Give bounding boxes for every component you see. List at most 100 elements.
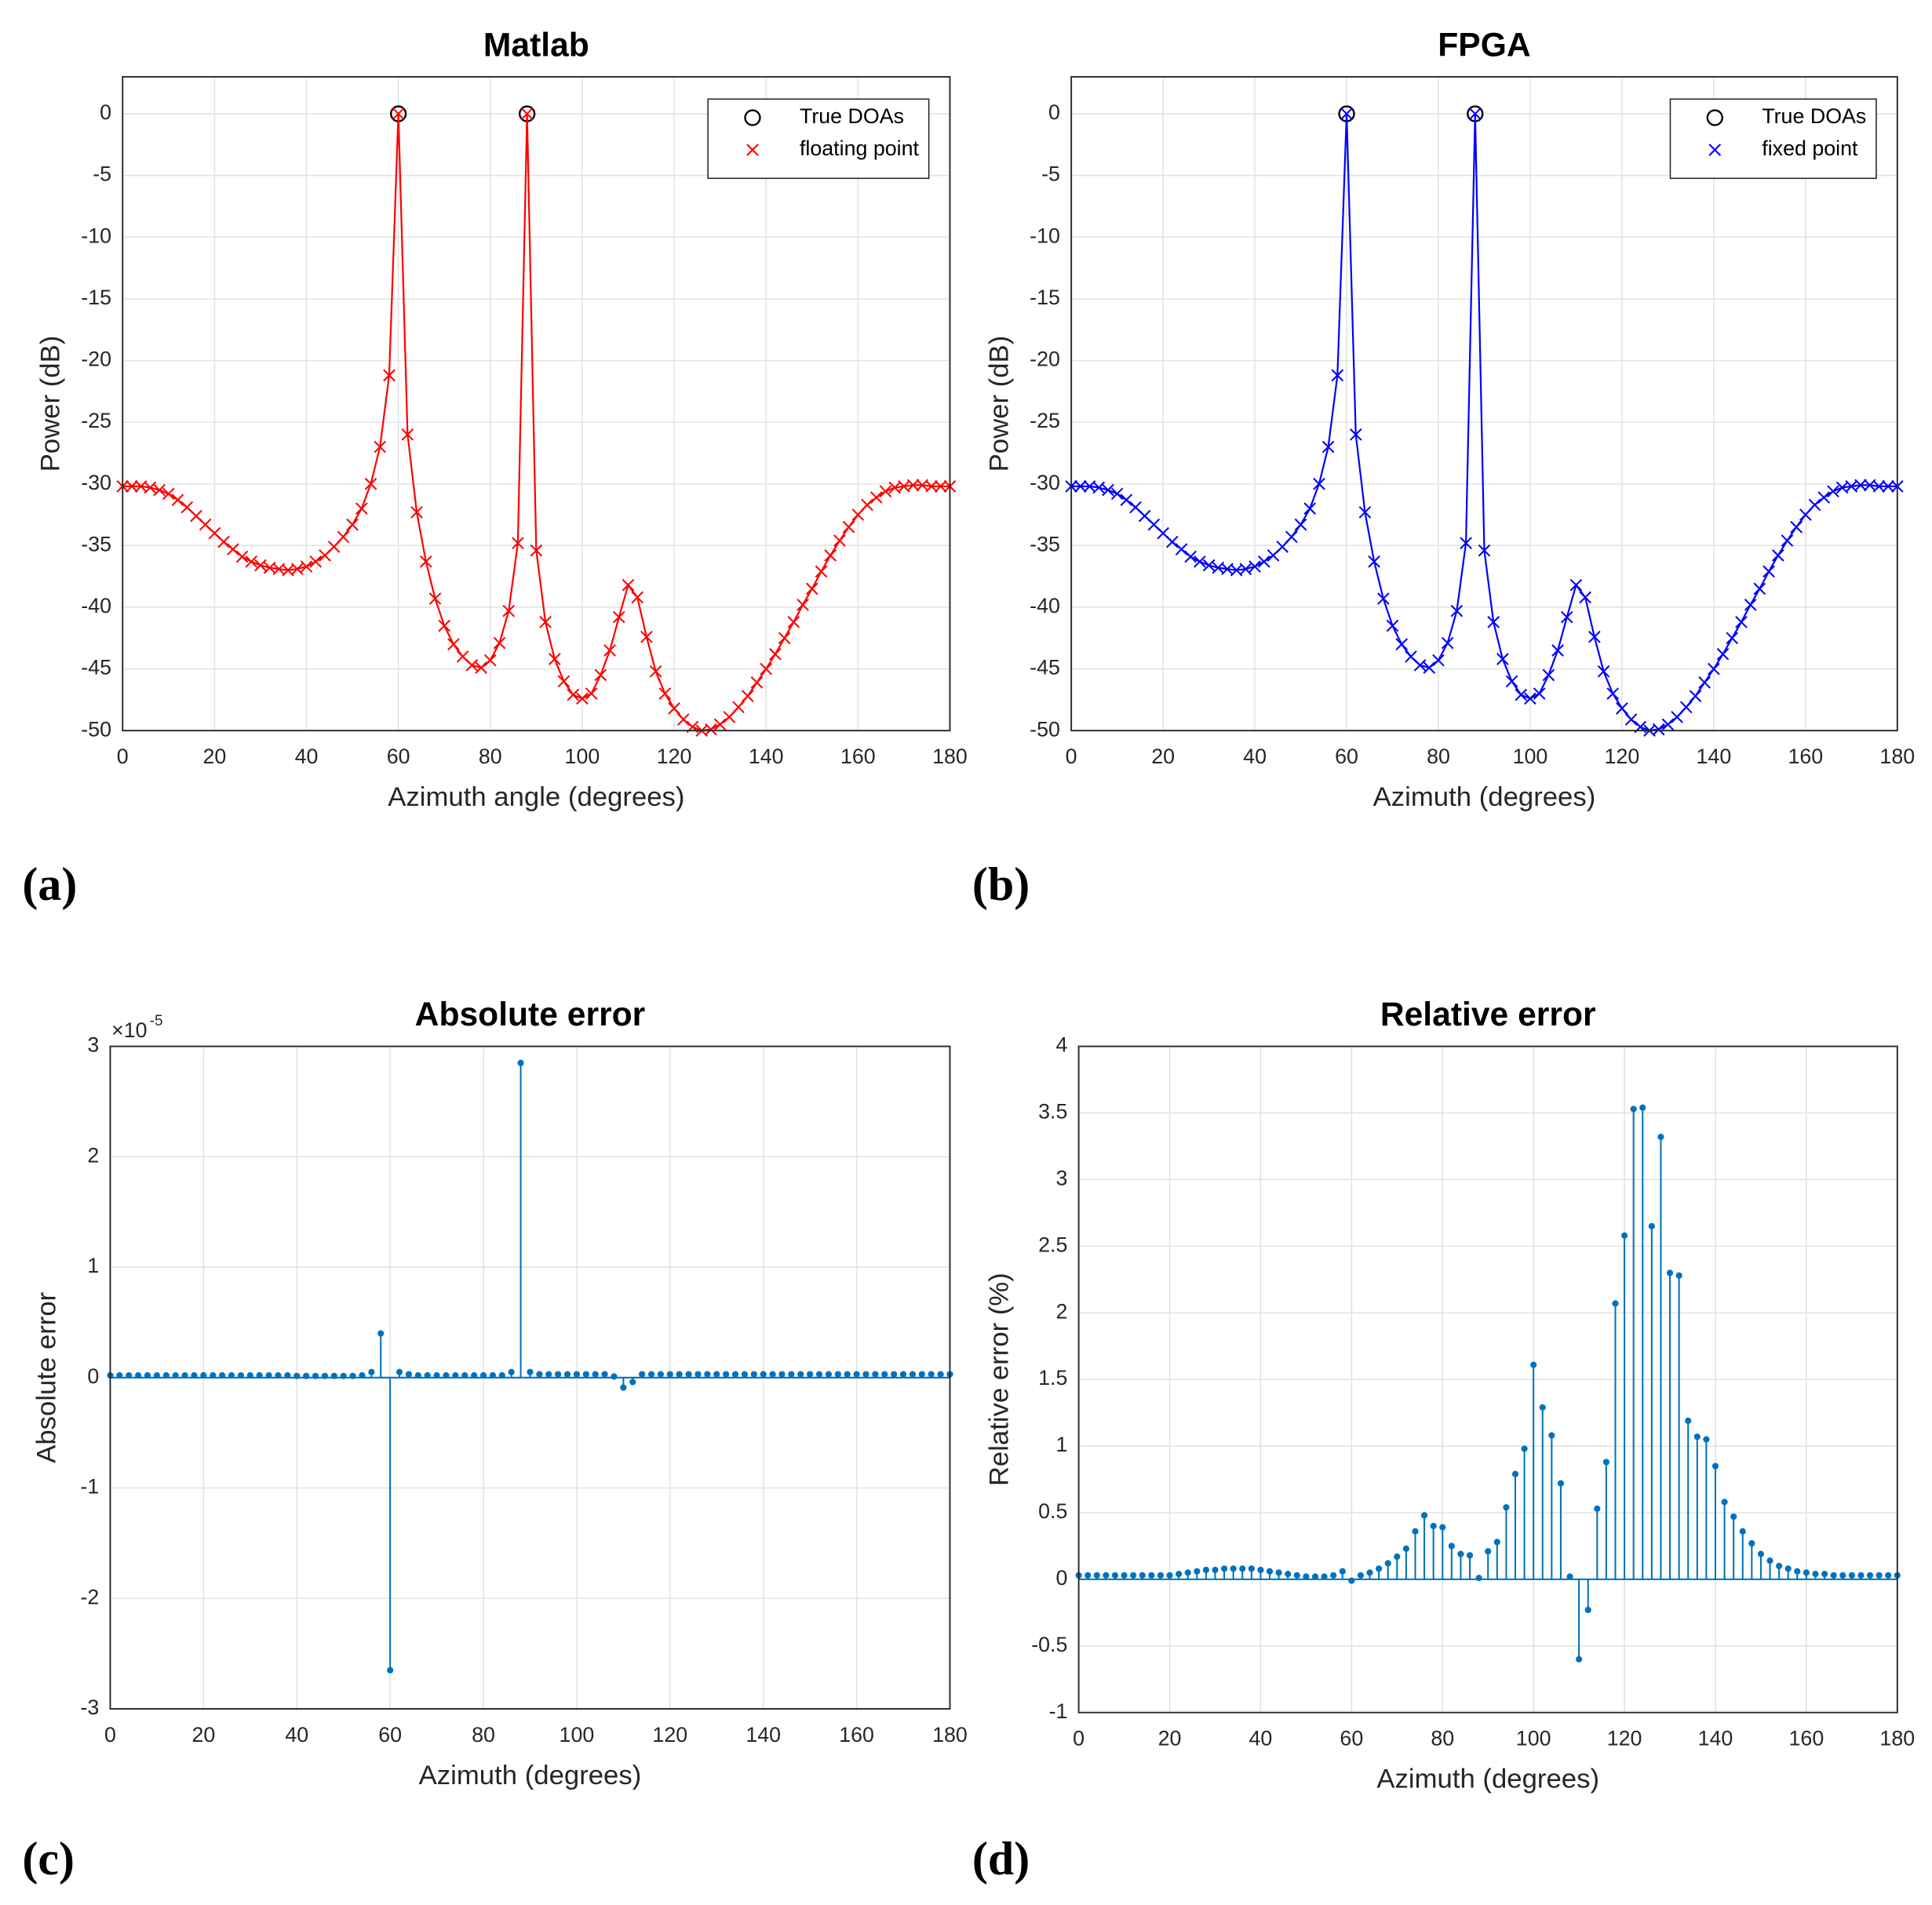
y-tick-label: 1 [1055, 1433, 1067, 1456]
x-tick-label: 40 [285, 1723, 308, 1747]
stem-marker [368, 1368, 375, 1375]
stem-marker [891, 1371, 898, 1378]
x-axis-label: Azimuth (degrees) [419, 1761, 642, 1790]
y-tick-label: 2 [1055, 1299, 1067, 1323]
data-marker [1349, 428, 1362, 441]
data-marker [1698, 676, 1711, 689]
y-tick-label: -30 [1030, 471, 1060, 494]
stem-marker [685, 1371, 692, 1378]
plot-area [1071, 76, 1897, 731]
data-marker [1781, 534, 1794, 547]
data-marker [1716, 647, 1730, 661]
stem-marker [731, 1371, 739, 1378]
data-marker [1331, 369, 1344, 382]
y-tick-label: -1 [80, 1475, 99, 1499]
data-marker [676, 713, 690, 726]
data-marker [1505, 675, 1518, 688]
stem-marker [1766, 1557, 1773, 1564]
stem-marker [1839, 1572, 1846, 1579]
stem-marker [723, 1371, 730, 1378]
stem-marker [359, 1371, 366, 1379]
stem-marker [321, 1372, 329, 1379]
data-marker [1285, 530, 1298, 544]
stem-marker [414, 1371, 421, 1379]
data-marker [557, 675, 570, 688]
stem-marker [1530, 1361, 1537, 1368]
data-marker [1460, 537, 1472, 550]
stem-marker [563, 1371, 571, 1378]
stem-marker [191, 1371, 198, 1379]
stem-marker [387, 1666, 394, 1674]
data-marker [1606, 687, 1620, 700]
data-marker [171, 494, 184, 507]
y-multiplier-exponent: -5 [150, 1013, 163, 1029]
data-marker [475, 661, 487, 674]
x-tick-label: 100 [1516, 1727, 1551, 1750]
data-marker [1551, 644, 1564, 657]
y-tick-label: 0 [100, 100, 111, 124]
x-tick-label: 120 [1605, 745, 1640, 768]
stem-marker [666, 1371, 673, 1378]
legend-label: True DOAs [1762, 104, 1866, 128]
stem-marker [815, 1371, 823, 1378]
y-tick-label: -35 [1030, 532, 1060, 555]
data-marker [1358, 506, 1372, 519]
data-marker [493, 636, 506, 650]
chart-title: Relative error [1380, 996, 1596, 1033]
data-marker [805, 582, 818, 596]
data-marker [1441, 636, 1454, 650]
stem-marker [1184, 1569, 1191, 1576]
legend-box [707, 98, 930, 180]
data-marker [1661, 718, 1675, 731]
x-tick-label: 140 [749, 745, 784, 768]
stem-marker [461, 1371, 468, 1379]
stem-marker [1857, 1572, 1865, 1579]
legend-marker [744, 109, 761, 126]
x-tick-label: 140 [1697, 745, 1732, 768]
data-marker [1202, 559, 1216, 572]
x-tick-label: 80 [472, 1723, 495, 1747]
plot-frame [109, 1045, 951, 1710]
stem-marker [1412, 1528, 1419, 1535]
data-marker [1671, 711, 1683, 723]
stem-marker [750, 1371, 757, 1378]
stem-marker [1148, 1572, 1155, 1579]
stem-marker [265, 1371, 272, 1379]
y-tick-label: 0.5 [1038, 1499, 1067, 1523]
data-marker [668, 702, 680, 715]
stem-marker [210, 1371, 217, 1379]
legend-marker [1706, 109, 1723, 126]
data-marker [1468, 107, 1482, 120]
y-tick-label: -10 [81, 224, 111, 247]
y-axis-label: Relative error (%) [984, 1273, 1014, 1486]
y-tick-label: 4 [1055, 1033, 1067, 1057]
x-tick-label: 20 [202, 745, 226, 768]
data-marker [1679, 701, 1693, 714]
stem-marker [1139, 1572, 1146, 1579]
x-tick-label: 80 [1431, 1727, 1454, 1750]
stem-marker [1348, 1577, 1355, 1584]
data-marker [631, 591, 644, 604]
stem-marker [349, 1372, 356, 1379]
data-marker [879, 485, 892, 497]
data-marker [1524, 692, 1536, 705]
x-tick-label: 120 [657, 745, 692, 768]
data-marker [1771, 549, 1784, 562]
stem-marker [899, 1371, 907, 1378]
stem-marker [1594, 1505, 1601, 1512]
stem-marker [452, 1371, 459, 1379]
stem-marker [1739, 1528, 1746, 1535]
stem-marker [1220, 1565, 1228, 1572]
stem-marker [1620, 1232, 1628, 1239]
stem-marker [1330, 1572, 1337, 1579]
panel-label: (b) [972, 858, 1030, 910]
data-marker [640, 630, 653, 643]
data-marker [1120, 494, 1133, 507]
y-tick-label: 0 [1055, 1566, 1067, 1590]
stem-marker [825, 1371, 833, 1378]
x-tick-label: 160 [839, 1723, 874, 1747]
plot-area [122, 76, 950, 731]
data-marker [512, 537, 524, 550]
stem-marker [1084, 1572, 1092, 1579]
